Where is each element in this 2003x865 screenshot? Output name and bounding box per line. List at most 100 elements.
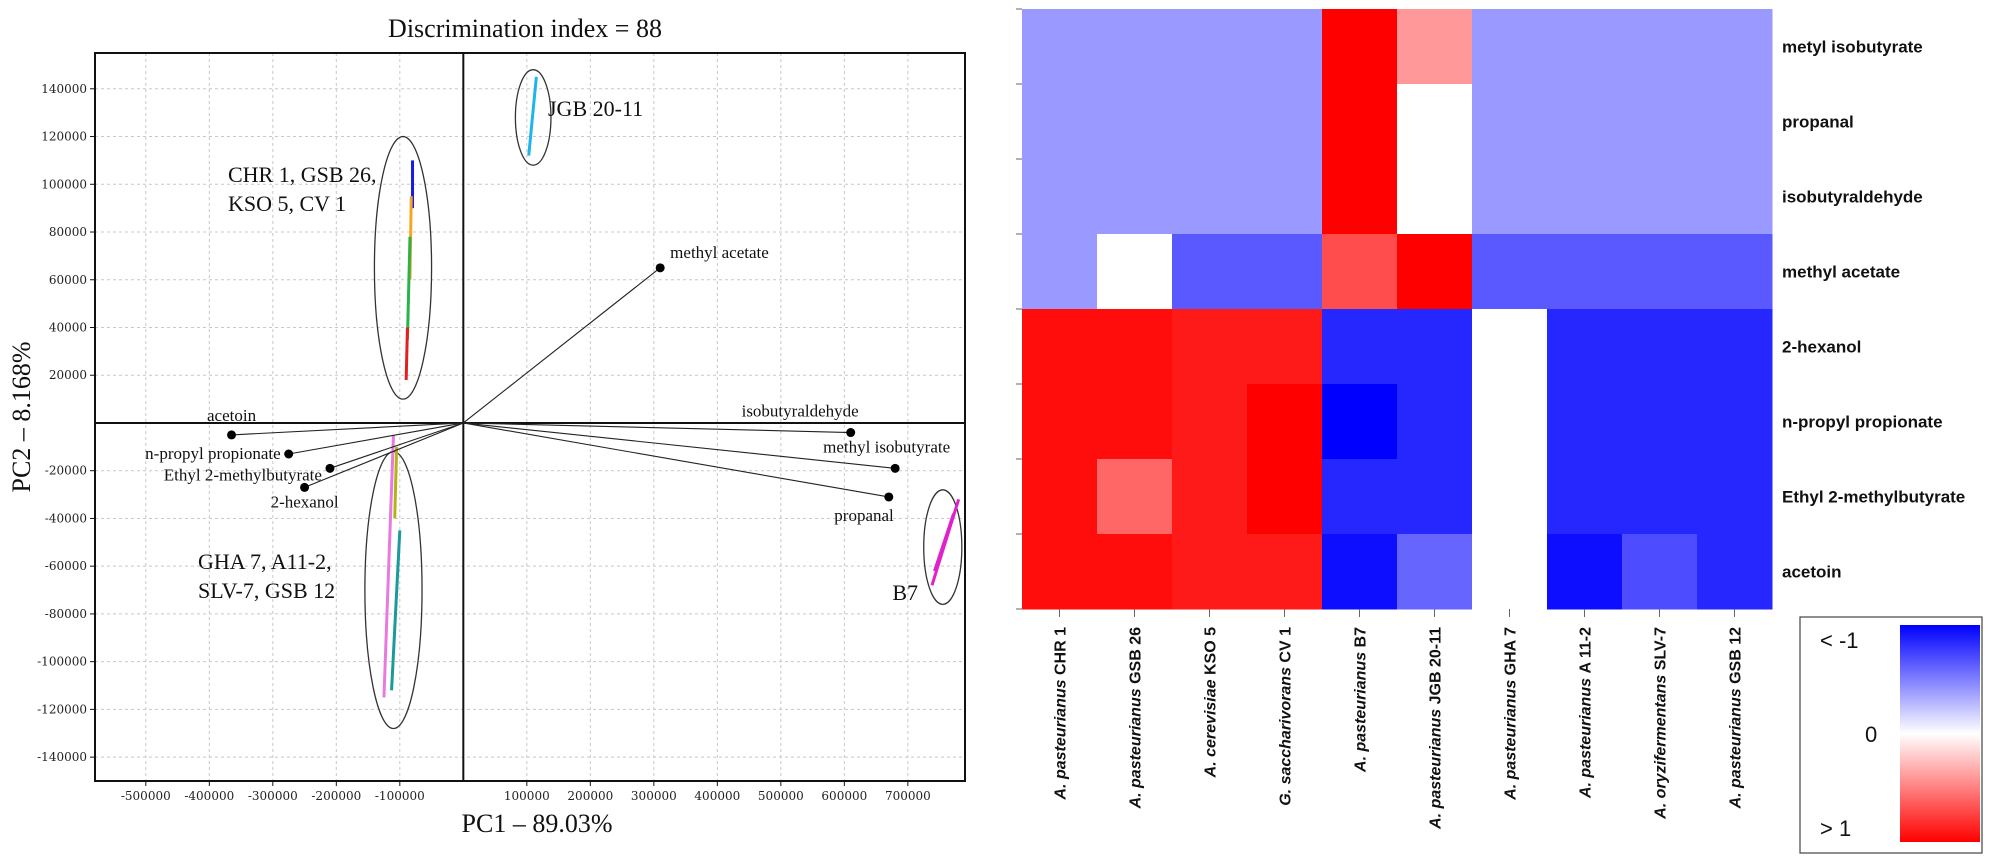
loading-vector [288, 422, 464, 455]
group-label: JGB 20-11 [548, 96, 643, 121]
heatmap-cell [1472, 384, 1548, 460]
heatmap-cell [1622, 9, 1698, 85]
heatmap-cell [1322, 534, 1398, 610]
group-sample-trace [933, 513, 955, 572]
heatmap-cell [1172, 309, 1248, 385]
heatmap-cell [1097, 534, 1173, 610]
heatmap-cell [1322, 459, 1398, 535]
heatmap-row-label: Ethyl 2-methylbutyrate [1782, 488, 1965, 507]
heatmap-cell [1472, 234, 1548, 310]
column-genus: A. pasteurianus [1053, 675, 1070, 800]
loading-label: methyl acetate [670, 243, 769, 262]
group-label-line: CHR 1, GSB 26, [228, 162, 377, 187]
heatmap-cell [1022, 459, 1098, 535]
heatmap-row-labels: metyl isobutyrate propanal isobutyraldehyd… [1782, 38, 1965, 582]
heatmap-cell [1172, 534, 1248, 610]
column-genus: A. pasteurianus [1578, 674, 1595, 799]
heatmap-cell [1172, 84, 1248, 160]
pca-y-tick-label: -40000 [45, 511, 87, 525]
heatmap-cell [1697, 9, 1773, 85]
group-ellipse [364, 450, 423, 730]
pca-y-tick-label: 60000 [49, 273, 87, 287]
column-strain: CV 1 [1278, 627, 1295, 663]
loading-point [227, 430, 237, 440]
heatmap-cell [1397, 84, 1473, 160]
heatmap-cell [1697, 459, 1773, 535]
heatmap-cell [1472, 84, 1548, 160]
heatmap-cell [1322, 9, 1398, 85]
heatmap-cell [1247, 534, 1323, 610]
group-sample-trace [527, 76, 538, 156]
loading-point [300, 482, 310, 492]
heatmap-cell [1022, 534, 1098, 610]
heatmap-cell [1397, 459, 1473, 535]
group-sample-trace [393, 446, 399, 519]
pca-groups: JGB 20-11 CHR 1, GSB 26, KSO 5, CV 1 GHA 7,… [198, 69, 963, 730]
pca-title: Discrimination index = 88 [388, 14, 662, 43]
heatmap-column-label: A. pasteurianus A 11-2 [1578, 627, 1595, 799]
heatmap-column-label: A. pasteurianus B7 [1353, 627, 1370, 773]
group-label-line: SLV-7, GSB 12 [198, 578, 335, 603]
heatmap-cell [1547, 309, 1623, 385]
heatmap-column-label: A. cerevisiae KSO 5 [1203, 627, 1220, 778]
pca-x-tick-label: 200000 [567, 789, 613, 803]
heatmap-cell [1247, 159, 1323, 235]
heatmap-cell [1022, 384, 1098, 460]
column-strain: GSB 12 [1728, 627, 1745, 684]
heatmap-cell [1097, 9, 1173, 85]
loading-label: isobutyraldehyde [742, 402, 859, 421]
heatmap-cell [1697, 234, 1773, 310]
heatmap-cell [1622, 159, 1698, 235]
heatmap-cell [1247, 234, 1323, 310]
heatmap-color-legend: < -1 0 > 1 [1799, 616, 1983, 854]
loading-label: Ethyl 2-methylbutyrate [164, 465, 322, 484]
heatmap-column-label: A. oryzifermentans SLV-7 [1653, 627, 1670, 820]
heatmap-column-label: G. saccharivorans CV 1 [1278, 627, 1295, 806]
group-sample-trace [382, 434, 395, 698]
heatmap-row-label: propanal [1782, 113, 1854, 132]
heatmap-cell [1472, 309, 1548, 385]
pca-y-tick-label: -20000 [45, 464, 87, 478]
group-label-line: KSO 5, CV 1 [228, 191, 346, 216]
column-strain: JGB 20-11 [1428, 627, 1445, 704]
heatmap-column-label: A. pasteurianus JGB 20-11 [1428, 627, 1445, 830]
column-strain: SLV-7 [1653, 627, 1670, 670]
heatmap-cell [1547, 384, 1623, 460]
column-genus: A. oryzifermentans [1653, 670, 1670, 819]
heatmap-cell [1547, 84, 1623, 160]
pca-x-tick-label: -400000 [184, 789, 234, 803]
heatmap-column-label: A. pasteurianus CHR 1 [1053, 627, 1070, 801]
heatmap-cell [1697, 534, 1773, 610]
heatmap-cell [1622, 84, 1698, 160]
heatmap-cell [1097, 84, 1173, 160]
heatmap-cell [1622, 309, 1698, 385]
loading-label: propanal [834, 506, 894, 525]
group-ellipse [373, 135, 433, 400]
heatmap-cell [1697, 384, 1773, 460]
group-sample-trace [404, 327, 409, 381]
pca-grid [95, 53, 965, 781]
pca-zero-axes [95, 53, 965, 781]
pca-y-tick-label: 120000 [41, 130, 87, 144]
loading-vector [463, 422, 851, 434]
heatmap-cell [1472, 459, 1548, 535]
heatmap-cell [1247, 459, 1323, 535]
pca-y-tick-label: -100000 [37, 655, 87, 669]
pca-y-tick-label: -60000 [45, 559, 87, 573]
heatmap-cell [1322, 159, 1398, 235]
heatmap-cell [1172, 159, 1248, 235]
heatmap-cell [1622, 534, 1698, 610]
loading-vector [304, 422, 464, 488]
heatmap-cell [1397, 534, 1473, 610]
column-strain: KSO 5 [1203, 627, 1220, 675]
pca-ticks: -500000 -400000 -300000 -200000 -100000 10000… [37, 82, 931, 803]
heatmap-column-label: A. pasteurianus GHA 7 [1503, 627, 1520, 801]
pca-x-tick-label: -500000 [121, 789, 171, 803]
heatmap-cell [1322, 309, 1398, 385]
column-strain: GHA 7 [1503, 627, 1520, 675]
heatmap-cell [1022, 9, 1098, 85]
column-strain: A 11-2 [1578, 627, 1595, 674]
column-genus: A. cerevisiae [1203, 675, 1220, 778]
heatmap-cell [1097, 159, 1173, 235]
